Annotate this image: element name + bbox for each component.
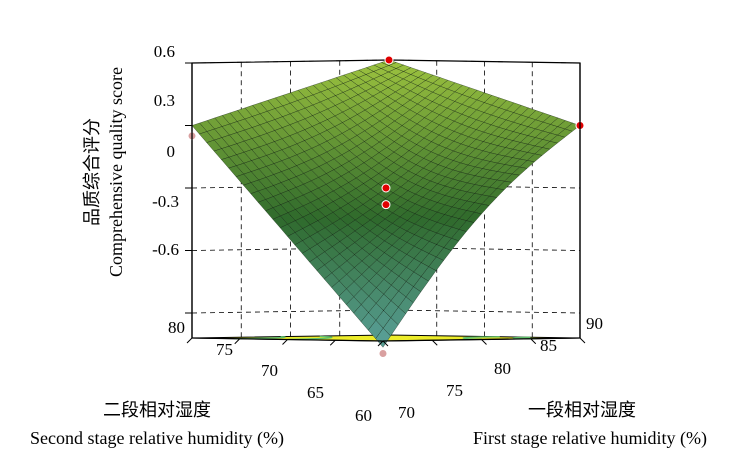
y-axis-title-cn: 一段相对湿度 [528, 400, 636, 420]
z-axis-title-cn: 品质综合评分 [82, 118, 102, 226]
z-gridline [191, 59, 581, 64]
x-tick-label: 70 [261, 361, 278, 380]
z-tick-label: 0.3 [154, 91, 175, 110]
z-gridline [191, 309, 581, 314]
x-axis-title-cn: 二段相对湿度 [103, 400, 211, 420]
first-stage-tick [579, 337, 586, 344]
z-tick-label: 0 [167, 142, 176, 161]
floor-contour [462, 336, 500, 340]
z-axis-title-en: Comprehensive quality score [106, 67, 126, 277]
first-stage-tick [481, 339, 487, 345]
x-tick-label: 75 [216, 340, 233, 359]
x-tick-label: 60 [355, 406, 372, 425]
x-axis-title-en: Second stage relative humidity (%) [30, 428, 284, 449]
second-stage-tick [282, 339, 288, 345]
x-tick-label: 80 [168, 318, 185, 337]
design-point [381, 183, 391, 193]
design-point [378, 349, 388, 358]
second-stage-tick [329, 339, 336, 346]
z-tick-label: -0.6 [152, 240, 179, 259]
y-tick-label: 85 [540, 336, 557, 355]
design-point [384, 55, 394, 65]
design-point [381, 200, 391, 210]
first-stage-tick [431, 339, 438, 346]
first-stage-tick [530, 338, 537, 345]
second-stage-tick [234, 338, 241, 345]
y-tick-label: 80 [494, 359, 511, 378]
z-gridline [191, 247, 581, 251]
z-tick-label: -0.3 [152, 192, 179, 211]
y-tick-label: 75 [446, 381, 463, 400]
second-stage-tick [377, 340, 384, 347]
y-tick-label: 70 [398, 403, 415, 422]
second-stage-tick [186, 337, 193, 344]
z-tick-label: 0.6 [154, 42, 175, 61]
x-tick-label: 65 [307, 383, 324, 402]
y-tick-label: 90 [586, 314, 603, 333]
first-stage-tick [382, 340, 389, 347]
y-axis-title-en: First stage relative humidity (%) [473, 428, 707, 449]
